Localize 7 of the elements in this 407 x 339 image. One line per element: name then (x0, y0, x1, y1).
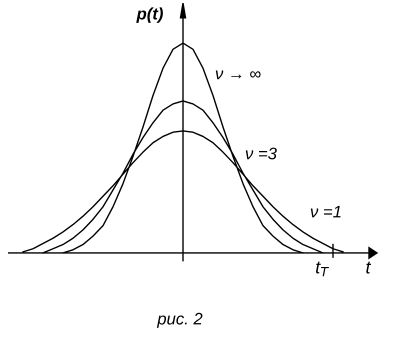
series-label: ν =1 (310, 206, 341, 218)
series-label: ν =3 (246, 148, 277, 160)
x-axis-title: t (366, 262, 372, 274)
series-label: ν → ∞ (216, 70, 261, 80)
y-axis-title: p(t) (136, 7, 163, 23)
text: рис. 2 (156, 312, 202, 328)
text: t$_{T}$ (316, 262, 329, 276)
